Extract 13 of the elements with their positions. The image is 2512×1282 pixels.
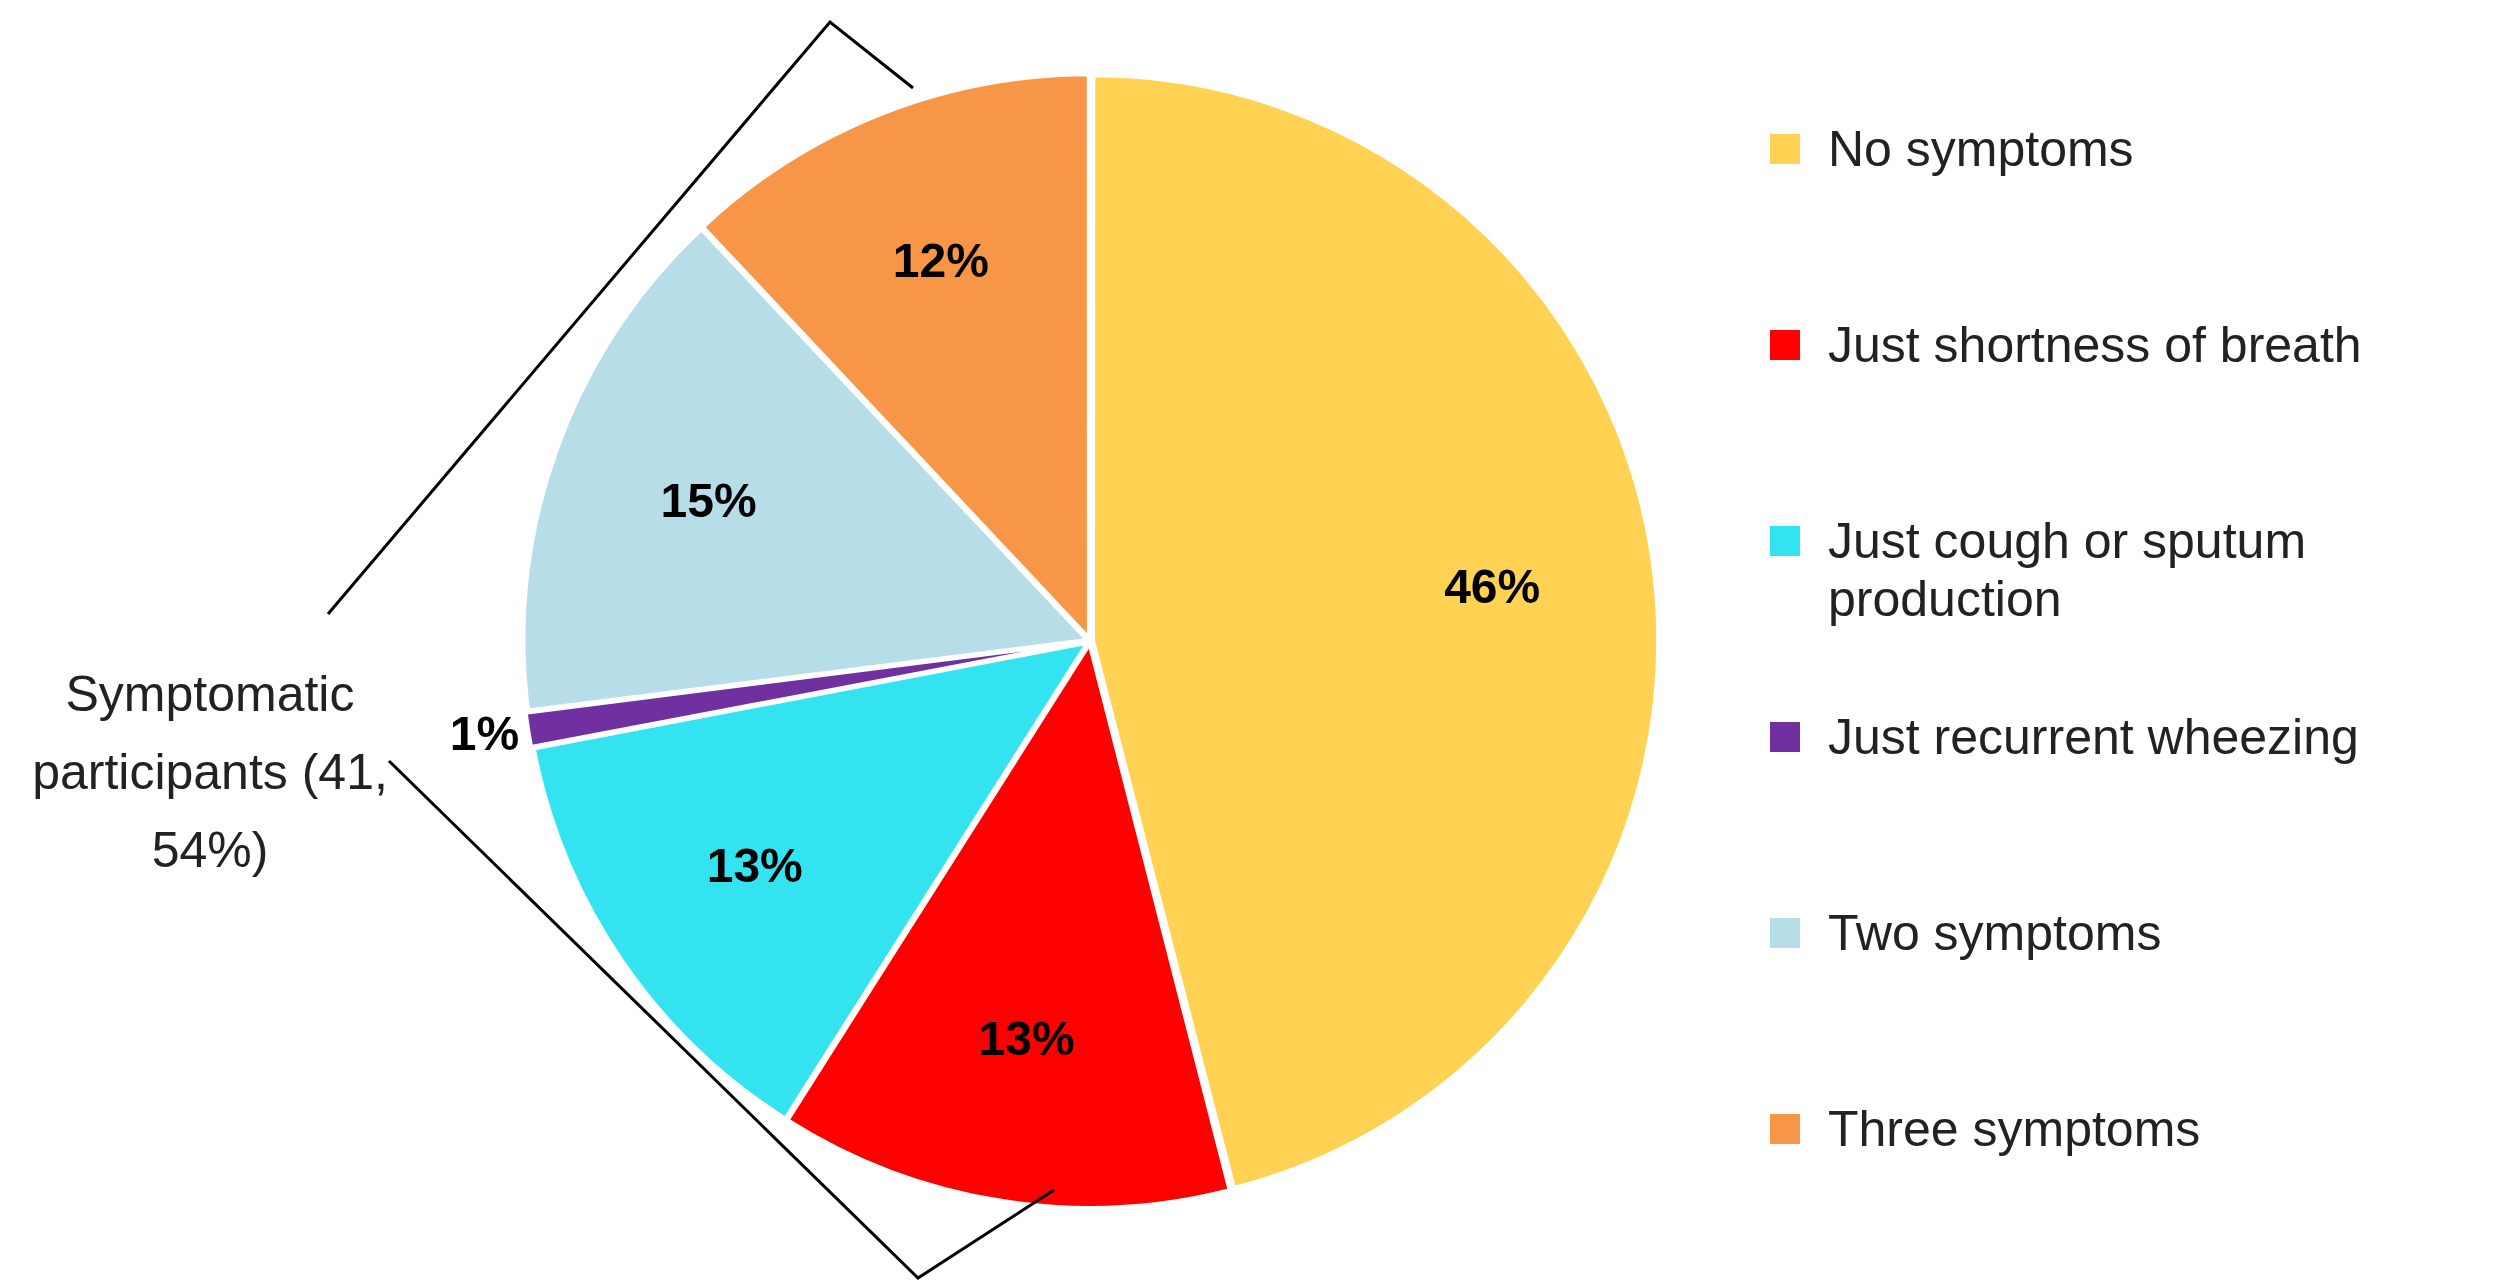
data-label: 13% <box>706 839 803 893</box>
data-label: 1% <box>449 707 520 761</box>
data-label: 46% <box>1444 560 1541 614</box>
text: Symptomatic participants (41, 54%) <box>31 665 389 880</box>
legend-label: Two symptoms <box>1828 904 2162 962</box>
data-label: 12% <box>892 234 989 288</box>
legend-label: Just cough or sputum production <box>1828 512 2308 628</box>
legend-label: No symptoms <box>1828 120 2134 178</box>
data-label: 13% <box>978 1011 1075 1065</box>
data-label: 15% <box>660 473 757 527</box>
legend-label: Just recurrent wheezing <box>1828 708 2359 766</box>
legend-label: Three symptoms <box>1828 1100 2201 1158</box>
legend-label: Just shortness of breath <box>1828 316 2362 374</box>
